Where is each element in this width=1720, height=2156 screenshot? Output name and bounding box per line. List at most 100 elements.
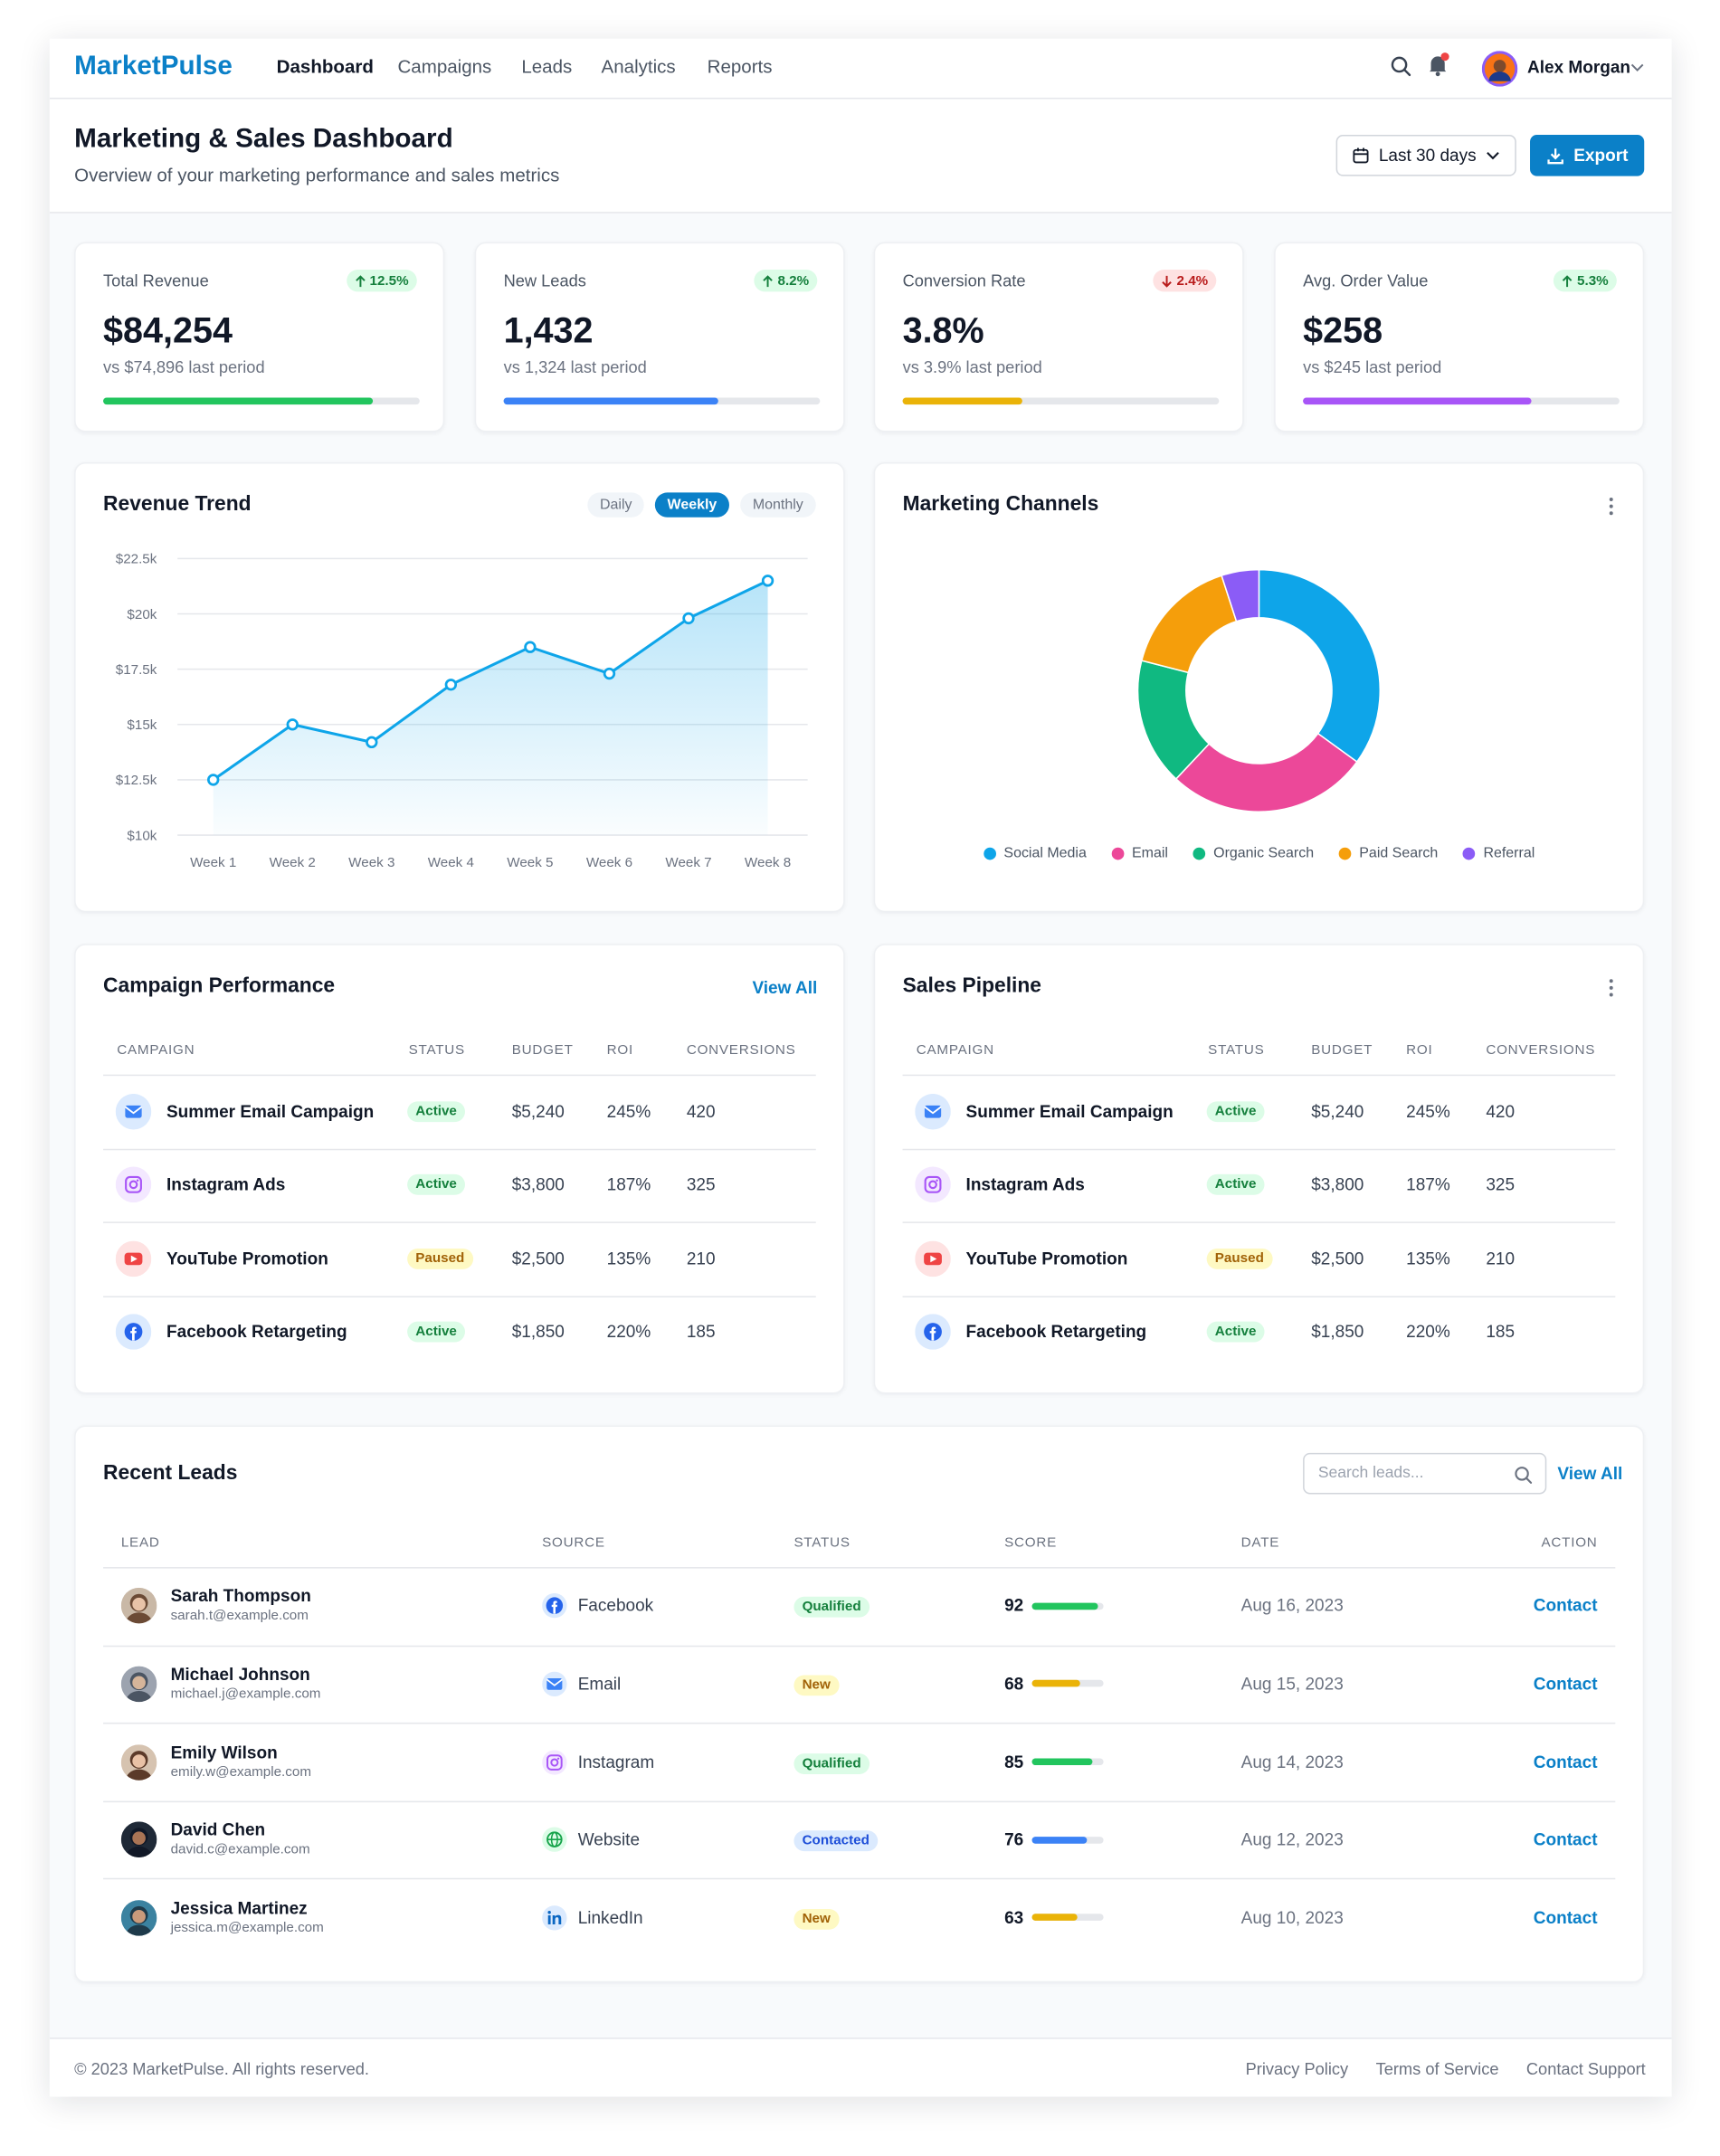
change-arrow — [763, 274, 774, 287]
icon-part — [1391, 56, 1408, 73]
score-bar — [1031, 1914, 1078, 1922]
brand[interactable]: MarketPulse — [74, 51, 233, 81]
nav-link[interactable]: Reports — [707, 56, 773, 78]
contact-link[interactable]: Contact — [1533, 1596, 1598, 1616]
x-tick-label: Week 1 — [190, 855, 236, 870]
status-badge: Active — [1206, 1322, 1265, 1343]
score-track — [1031, 1914, 1104, 1922]
lead-score: 85 — [1004, 1752, 1024, 1771]
point — [682, 612, 695, 625]
icon — [915, 1166, 951, 1203]
progress-track — [103, 397, 420, 405]
icon-part — [132, 1831, 146, 1846]
table-cell: 220% — [606, 1322, 651, 1343]
score-bar — [1031, 1602, 1098, 1610]
footer-link[interactable]: Privacy Policy — [1245, 2059, 1349, 2079]
table-cell: $1,850 — [1311, 1322, 1364, 1343]
avatar — [120, 1588, 157, 1624]
campaign-name: Instagram Ads — [166, 1175, 286, 1195]
nav-link[interactable]: Dashboard — [276, 56, 374, 78]
contact-link[interactable]: Contact — [1533, 1752, 1598, 1771]
table-cell: $1,850 — [511, 1322, 565, 1343]
lead-score: 76 — [1004, 1829, 1024, 1849]
icon-part — [551, 1600, 557, 1615]
footer-link[interactable]: Terms of Service — [1375, 2059, 1499, 2079]
chevron-icon — [1487, 152, 1499, 160]
icon-part — [924, 1106, 942, 1115]
row-divider — [902, 1295, 1616, 1297]
x-tick-label: Week 7 — [665, 855, 711, 870]
table-cell: $3,800 — [511, 1175, 565, 1195]
search-icon — [1515, 1467, 1533, 1484]
user-avatar[interactable] — [1481, 51, 1518, 87]
x-tick-label: Week 4 — [428, 855, 474, 870]
icon — [115, 1166, 152, 1203]
view-all-link[interactable]: View All — [1557, 1464, 1623, 1484]
icon-part — [132, 1753, 146, 1768]
nav-link[interactable]: Leads — [521, 56, 573, 78]
lead-name: Jessica Martinez — [170, 1898, 308, 1918]
view-all-link[interactable]: View All — [752, 978, 818, 998]
recent-leads-card: Recent Leads Search leads... View All LEAD S… — [74, 1425, 1645, 1983]
icon-part — [924, 1105, 942, 1118]
point — [207, 774, 220, 786]
more-menu[interactable] — [1607, 497, 1615, 516]
score-bar — [1031, 1836, 1087, 1844]
user-name[interactable]: Alex Morgan — [1526, 57, 1631, 78]
legend-label: Paid Search — [1359, 844, 1439, 861]
search-box[interactable]: Search leads... — [1303, 1452, 1547, 1495]
table-cell: 210 — [1486, 1249, 1516, 1268]
export-button[interactable]: Export — [1530, 135, 1645, 176]
column-header: DATE — [1240, 1535, 1280, 1551]
table-cell: $2,500 — [1311, 1249, 1364, 1268]
campaign-name: Instagram Ads — [965, 1175, 1085, 1195]
line — [212, 579, 769, 782]
icon-part — [546, 1831, 563, 1848]
campaign-name: Facebook Retargeting — [965, 1322, 1147, 1343]
period-toggle[interactable]: Weekly — [654, 492, 729, 518]
table-cell: 420 — [686, 1101, 716, 1121]
icon-part — [928, 1180, 937, 1190]
legend-swatch — [1193, 846, 1206, 860]
table-cell: 135% — [1406, 1249, 1450, 1268]
table-cell: 185 — [1486, 1322, 1516, 1343]
notifications-icon[interactable] — [1425, 52, 1449, 77]
icon-part — [132, 1909, 146, 1923]
contact-link[interactable]: Contact — [1533, 1907, 1598, 1928]
user-menu-chevron[interactable] — [1630, 62, 1644, 72]
icon-part — [120, 1588, 157, 1624]
icon-part — [924, 1176, 942, 1194]
icon — [542, 1671, 567, 1696]
date-range-button[interactable]: Last 30 days — [1335, 135, 1516, 176]
status-badge: Active — [407, 1100, 466, 1122]
row-divider — [902, 1221, 1616, 1223]
nav-link[interactable]: Analytics — [601, 56, 676, 78]
kpi-comparison: vs 3.9% last period — [902, 357, 1042, 377]
nav-link[interactable]: Campaigns — [397, 56, 492, 78]
icon-part — [120, 1743, 157, 1781]
column-header: STATUS — [1208, 1042, 1265, 1059]
column-header: BUDGET — [1311, 1042, 1373, 1059]
icon-part — [546, 1678, 563, 1686]
period-toggle[interactable]: Daily — [587, 492, 645, 518]
search-icon[interactable] — [1390, 55, 1411, 77]
icon-part — [124, 1105, 143, 1118]
change-arrow — [355, 274, 366, 287]
kpi-change: 12.5% — [369, 272, 409, 289]
icon-part — [120, 1899, 157, 1936]
more-menu[interactable] — [1607, 978, 1615, 997]
contact-link[interactable]: Contact — [1533, 1829, 1598, 1849]
column-header: STATUS — [408, 1042, 465, 1059]
legend-swatch — [1462, 846, 1476, 860]
score-bar — [1031, 1680, 1081, 1687]
icon-part — [546, 1597, 564, 1615]
period-toggle[interactable]: Monthly — [740, 492, 816, 518]
point — [603, 667, 616, 680]
footer-link[interactable]: Contact Support — [1525, 2059, 1646, 2079]
campaign-name: Facebook Retargeting — [166, 1322, 347, 1343]
column-header: BUDGET — [511, 1042, 574, 1059]
table-cell: 245% — [1406, 1101, 1450, 1121]
contact-link[interactable]: Contact — [1533, 1674, 1598, 1694]
legend-item: Referral — [1462, 845, 1535, 861]
